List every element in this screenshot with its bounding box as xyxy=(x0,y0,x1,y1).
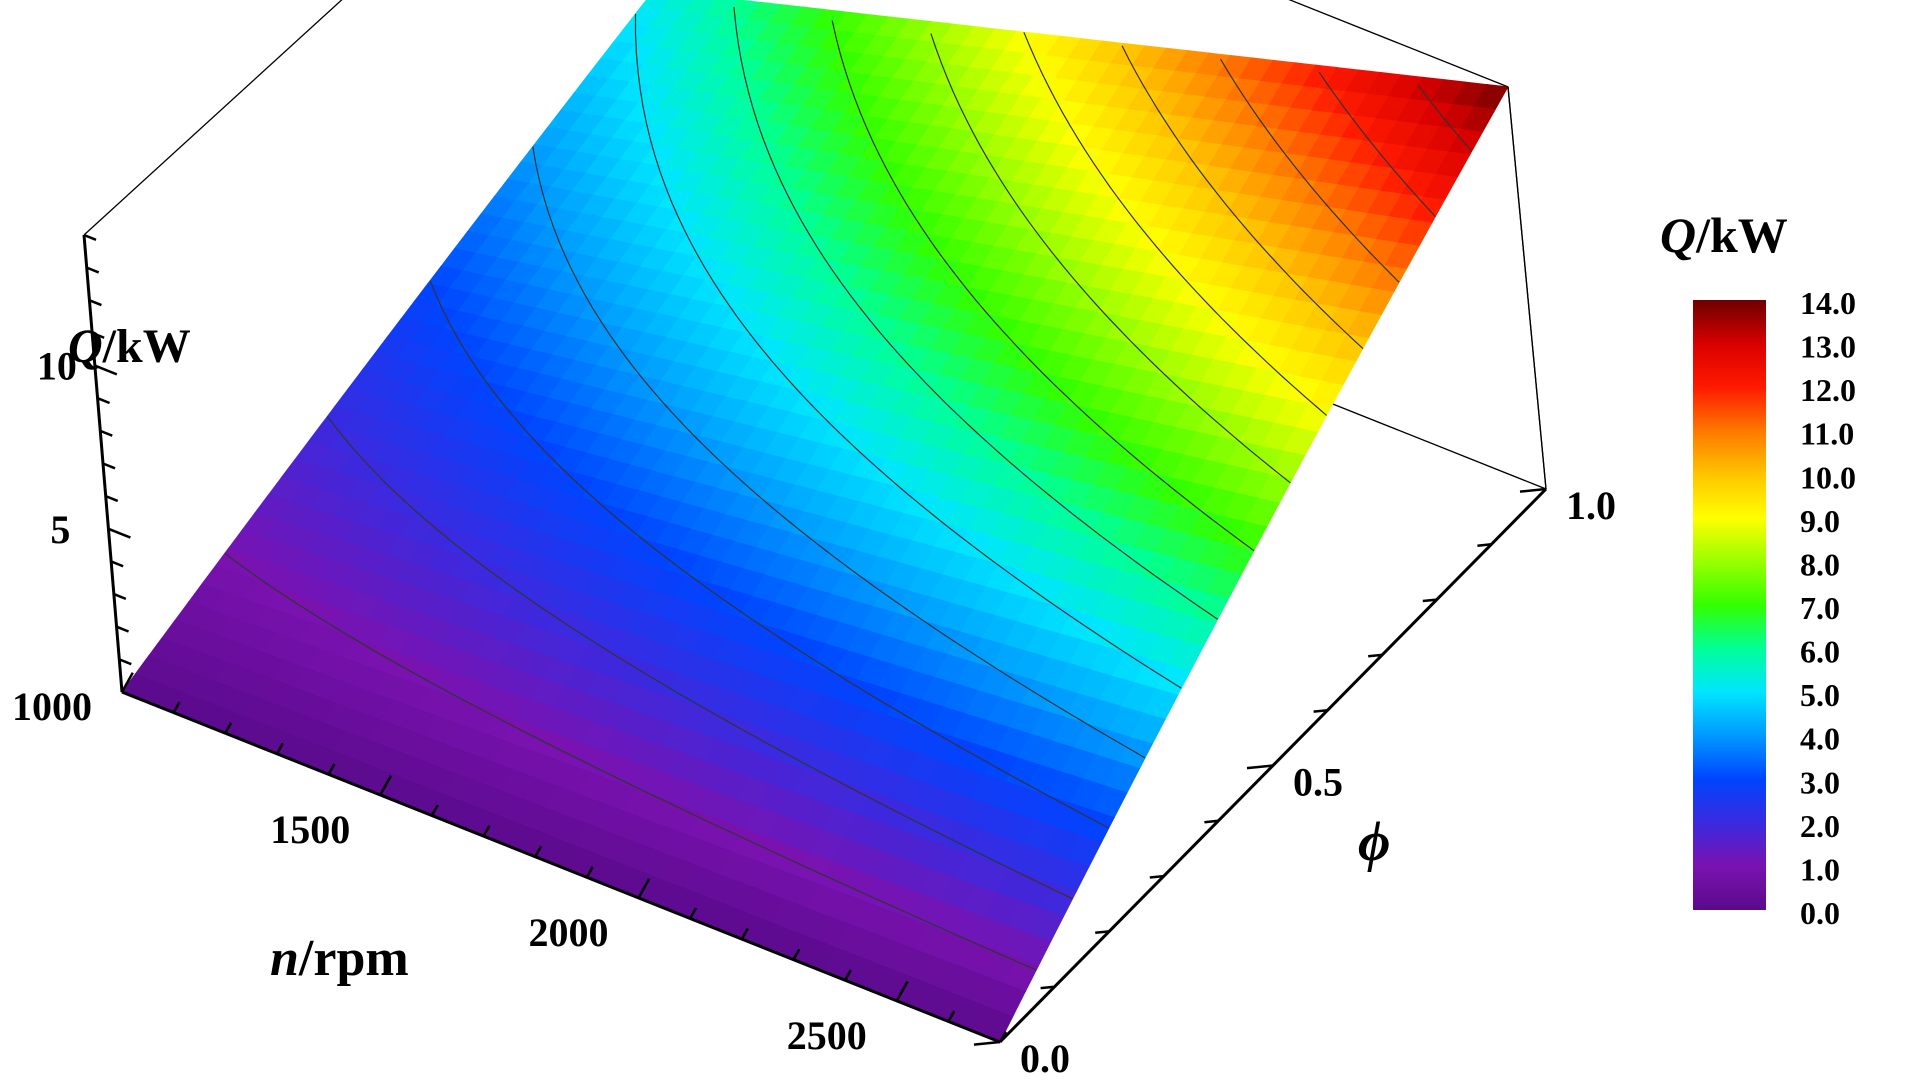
x-tick xyxy=(327,763,336,775)
z-tick-label: 10 xyxy=(37,344,77,389)
z-tick xyxy=(83,233,97,241)
z-tick xyxy=(105,494,119,503)
contour-line xyxy=(1417,84,1473,152)
y-tick xyxy=(1477,543,1492,547)
y-tick xyxy=(1422,598,1437,603)
x-tick xyxy=(740,928,749,940)
x-tick xyxy=(843,969,852,981)
colorbar-tick-label: 4.0 xyxy=(1800,721,1840,757)
contour-line xyxy=(733,7,1219,620)
contour-line xyxy=(1023,32,1327,416)
contour-line xyxy=(1121,45,1364,350)
x-tick-label: 2000 xyxy=(529,910,609,955)
z-tick xyxy=(94,364,118,376)
colorbar-tick-label: 11.0 xyxy=(1800,416,1854,452)
colorbar-tick-label: 8.0 xyxy=(1800,546,1840,582)
colorbar-tick-label: 14.0 xyxy=(1800,285,1856,321)
x-tick xyxy=(585,866,594,878)
z-axis-ticks: 5 10 xyxy=(37,233,145,702)
colorbar-tick-label: 1.0 xyxy=(1800,851,1840,887)
colorbar-tick-label: 7.0 xyxy=(1800,590,1840,626)
x-tick xyxy=(482,825,491,837)
box-edge xyxy=(83,0,343,236)
z-axis-label: Q/kW xyxy=(68,320,191,373)
z-tick xyxy=(113,592,127,601)
z-tick xyxy=(97,397,111,405)
z-tick xyxy=(107,527,131,539)
contour-line xyxy=(326,415,1073,900)
z-tick xyxy=(118,658,132,666)
z-tick xyxy=(88,299,102,307)
box-edge xyxy=(1288,0,1509,88)
y-tick xyxy=(1368,653,1383,658)
z-tick xyxy=(86,266,100,274)
x-tick xyxy=(792,948,801,961)
y-tick-label: 1.0 xyxy=(1566,483,1616,528)
z-tick-label: 5 xyxy=(50,507,70,552)
colorbar-title: Q/kW xyxy=(1660,207,1788,263)
z-tick xyxy=(116,625,130,633)
colorbar: Q/kW 0.0 1.0 2.0 3.0 4.0 5.0 6.0 7.0 8.0 9.0 10.0 1… xyxy=(1660,207,1856,931)
x-tick xyxy=(430,804,439,817)
x-tick xyxy=(947,1010,956,1023)
y-tick xyxy=(1313,708,1328,713)
colorbar-tick-label: 9.0 xyxy=(1800,503,1840,539)
box-edge xyxy=(1507,86,1547,490)
x-tick xyxy=(224,722,233,734)
y-tick xyxy=(1246,764,1274,770)
x-axis-label: n/rpm xyxy=(270,930,409,987)
contour-line xyxy=(429,280,1110,829)
colorbar-tick-label: 0.0 xyxy=(1800,895,1840,931)
contour-line xyxy=(634,13,1182,689)
x-tick xyxy=(379,775,393,796)
y-axis-ticks: 0.0 0.5 1.0 xyxy=(973,483,1616,1081)
colorbar-tick-label: 5.0 xyxy=(1800,677,1840,713)
y-tick xyxy=(1204,819,1219,824)
x-tick xyxy=(275,742,284,755)
y-tick xyxy=(1519,487,1547,493)
x-tick-label: 2500 xyxy=(787,1013,867,1058)
x-tick xyxy=(998,1030,1007,1043)
x-tick xyxy=(172,701,181,714)
contour-line xyxy=(224,552,1037,971)
z-tick xyxy=(102,462,116,470)
colorbar-ticks: 0.0 1.0 2.0 3.0 4.0 5.0 6.0 7.0 8.0 9.0 10.0 11.0 12… xyxy=(1800,285,1856,931)
colorbar-tick-label: 13.0 xyxy=(1800,329,1856,365)
x-axis-ticks: 1000 1500 2000 2500 xyxy=(12,672,1007,1058)
colorbar-tick-label: 6.0 xyxy=(1800,634,1840,670)
x-tick xyxy=(689,907,698,920)
x-tick xyxy=(895,981,909,1002)
x-tick xyxy=(534,845,543,858)
y-tick xyxy=(1095,930,1110,935)
contour-lines xyxy=(224,7,1473,971)
axis-line xyxy=(121,690,1001,1044)
contour-line xyxy=(1318,71,1436,218)
x-tick xyxy=(120,672,134,693)
contour-line xyxy=(930,33,1291,484)
x-tick xyxy=(637,878,651,899)
contour-line xyxy=(831,20,1255,552)
colorbar-tick-label: 3.0 xyxy=(1800,764,1840,800)
surface-mesh xyxy=(121,0,1509,1043)
z-tick xyxy=(99,429,113,437)
contour-line xyxy=(532,146,1146,759)
x-tick-label: 1500 xyxy=(270,807,350,852)
colorbar-tick-label: 2.0 xyxy=(1800,808,1840,844)
z-tick xyxy=(121,690,145,702)
z-tick xyxy=(110,560,124,568)
colorbar-gradient xyxy=(1693,300,1766,910)
y-tick-label: 0.0 xyxy=(1020,1036,1070,1081)
y-tick xyxy=(973,1040,1001,1046)
y-axis-label: ϕ xyxy=(1358,811,1390,873)
colorbar-tick-label: 10.0 xyxy=(1800,459,1856,495)
colorbar-tick-label: 12.0 xyxy=(1800,372,1856,408)
y-tick xyxy=(1149,874,1164,879)
contour-line xyxy=(1219,58,1400,283)
z-tick xyxy=(91,331,105,339)
y-tick-label: 0.5 xyxy=(1293,760,1343,805)
x-tick-label: 1000 xyxy=(12,684,92,729)
y-tick xyxy=(1040,985,1055,990)
